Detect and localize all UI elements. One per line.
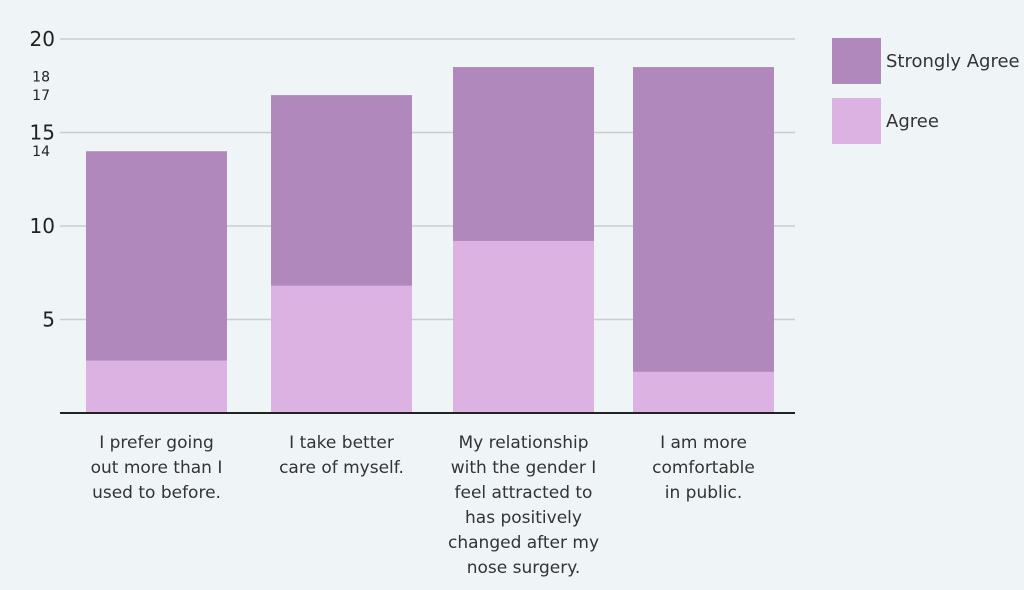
bar-segment-strongly-agree [453, 67, 594, 241]
bar-segment-agree [86, 360, 227, 413]
legend: Strongly Agree Agree [832, 38, 1020, 144]
x-category-label: I take better care of myself. [279, 433, 404, 478]
y-tick-label-minor: 17 [32, 88, 50, 104]
y-tick-label-minor: 14 [32, 144, 50, 160]
legend-label: Strongly Agree [886, 51, 1020, 72]
y-tick-label: 5 [42, 308, 55, 332]
legend-swatch [832, 38, 881, 84]
bars [86, 67, 774, 413]
legend-swatch [832, 98, 881, 144]
x-category-label: I am more comfortable in public. [652, 433, 755, 503]
bar-segment-agree [271, 285, 412, 413]
bar-segment-strongly-agree [633, 67, 774, 372]
y-axis-ticks: 20 15 10 5 18 17 14 [30, 27, 55, 332]
bar-segment-strongly-agree [86, 151, 227, 361]
y-tick-label: 15 [30, 121, 55, 145]
legend-label: Agree [886, 111, 939, 132]
y-tick-label: 10 [30, 214, 55, 238]
bar-segment-strongly-agree [271, 95, 412, 286]
bar-segment-agree [633, 371, 774, 413]
bar-segment-agree [453, 240, 594, 413]
y-tick-label: 20 [30, 27, 55, 51]
y-tick-label-minor: 18 [32, 69, 50, 85]
